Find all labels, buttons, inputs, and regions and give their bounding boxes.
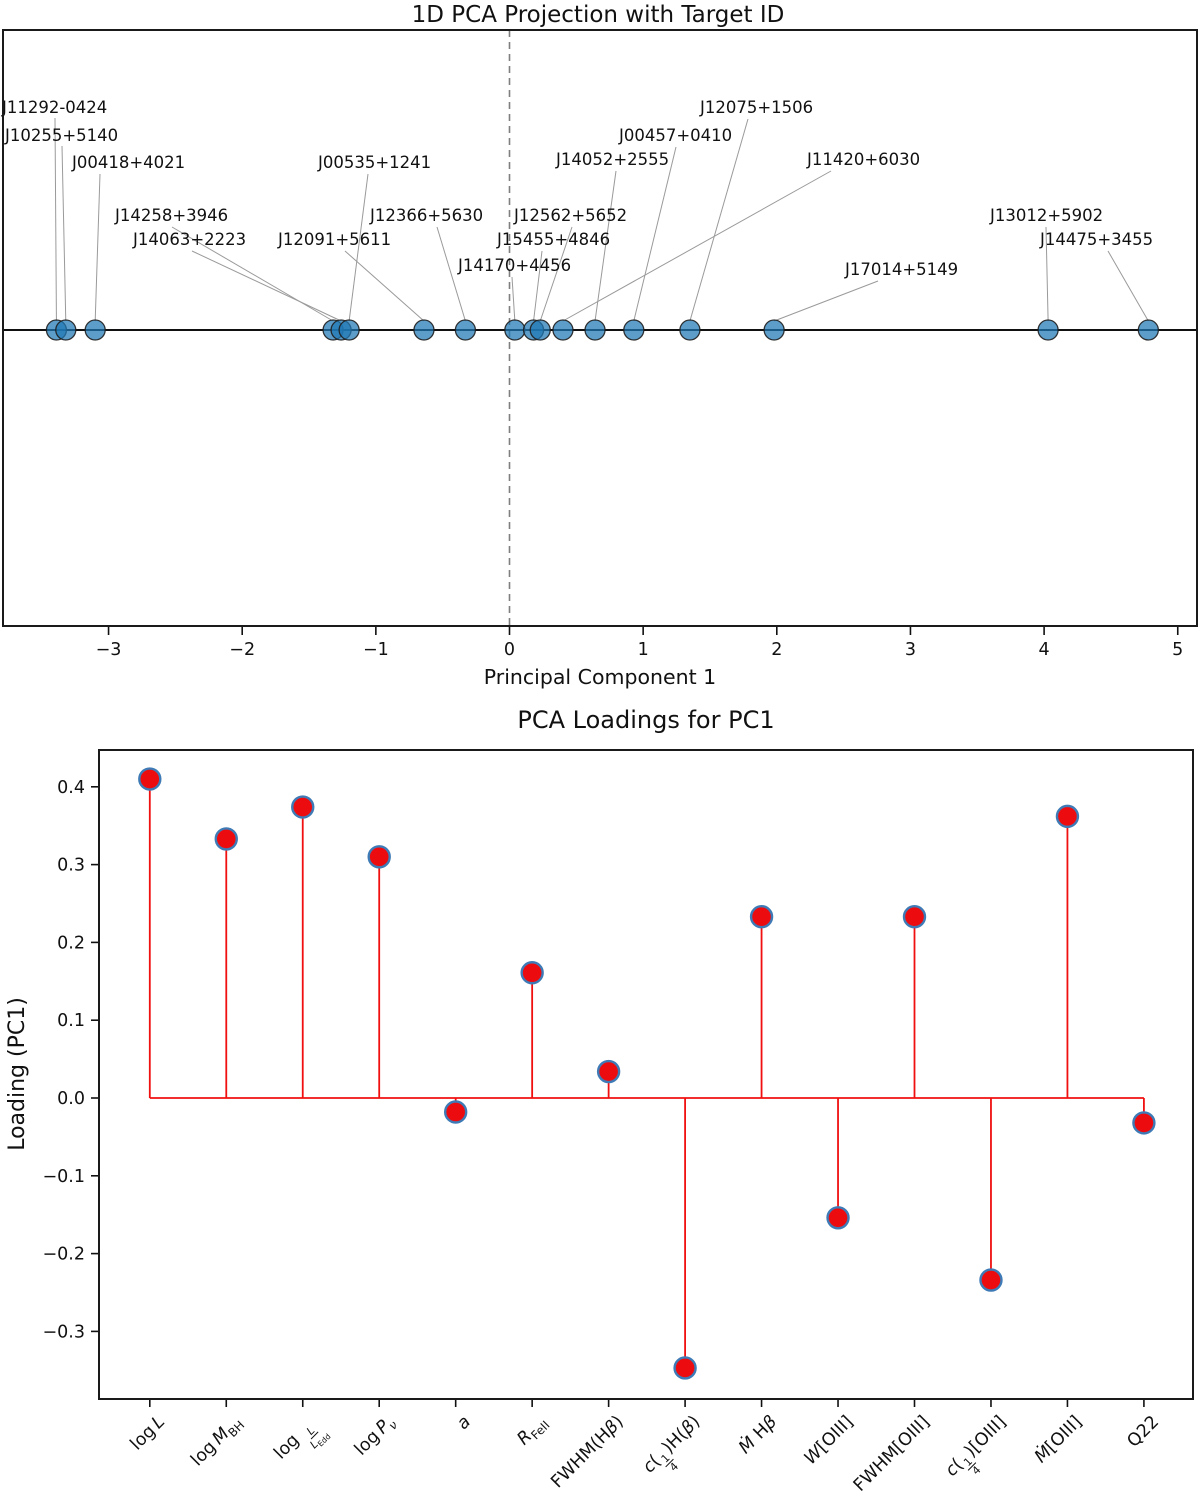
target-id-label: J14475+3455 — [1039, 230, 1153, 249]
target-id-label: J14052+2555 — [555, 150, 669, 169]
stem-marker — [443, 1100, 468, 1124]
x-tick-label: 2 — [771, 640, 782, 660]
target-id-label: J12366+5630 — [369, 206, 483, 225]
y-tick-label: 0.3 — [57, 856, 85, 876]
pca-loadings-chart: PCA Loadings for PC1 Loading (PC1) 0.40.… — [5, 706, 1194, 1407]
leader-line — [511, 276, 516, 322]
x-tick-label: −3 — [96, 640, 122, 660]
y-tick-label: −0.1 — [43, 1167, 86, 1187]
pc1-scatter-point — [504, 319, 526, 341]
stem-marker — [749, 905, 774, 929]
y-tick-label: 0.1 — [57, 1011, 85, 1031]
pc1-scatter-point — [552, 319, 574, 341]
target-id-label: J11420+6030 — [806, 150, 920, 169]
target-id-label: J14258+3946 — [114, 206, 228, 225]
leader-line — [344, 250, 425, 322]
leader-line — [1107, 250, 1149, 322]
target-id-label: J11292-0424 — [1, 98, 107, 117]
stem-marker — [291, 795, 315, 819]
target-id-label: J13012+5902 — [989, 206, 1103, 225]
x-tick-label: 0 — [504, 640, 515, 660]
pc1-scatter-point — [679, 319, 701, 341]
y-tick-label: 0.2 — [57, 933, 85, 953]
pc1-scatter-point — [584, 319, 606, 341]
y-tick-label: −0.2 — [43, 1245, 86, 1265]
stem-marker — [367, 845, 391, 869]
leader-line — [191, 250, 342, 322]
stem-marker — [902, 905, 927, 929]
pc1-scatter-point — [413, 319, 435, 341]
x-tick-label: 1 — [638, 640, 649, 660]
pca-projection-chart: 1D PCA Projection with Target ID J11292-… — [1, 2, 1198, 689]
target-id-label: J00535+1241 — [317, 153, 431, 172]
target-id-label: J17014+5149 — [844, 260, 958, 279]
leader-line — [94, 173, 101, 322]
leader-line — [539, 226, 573, 322]
pc1-scatter-point — [454, 319, 477, 341]
stem-marker — [138, 767, 162, 791]
stem-marker — [214, 827, 238, 851]
pc1-scatter-point — [763, 319, 785, 341]
leader-line — [1045, 226, 1049, 322]
leader-line — [171, 226, 334, 322]
stem-marker — [979, 1268, 1003, 1292]
pc1-scatter-point — [1137, 319, 1159, 341]
top-plot-border — [2, 29, 1198, 627]
stem-marker — [826, 1206, 850, 1230]
target-id-label: J10255+5140 — [4, 126, 118, 145]
leader-line — [436, 226, 466, 322]
y-tick-label: 0.0 — [57, 1089, 85, 1109]
stem-marker — [1055, 804, 1080, 829]
leader-line — [594, 170, 617, 322]
pc1-scatter-point — [84, 319, 106, 341]
top-xaxis-title: Principal Component 1 — [484, 665, 716, 689]
leader-line — [533, 250, 543, 322]
leader-line — [773, 280, 879, 322]
pc1-scatter-point — [338, 319, 360, 341]
x-tick-label: 4 — [1039, 640, 1050, 660]
pca-projection-plot-area: J11292-0424 J10255+5140 J00418+4021 J14258+… — [1, 30, 1197, 660]
stem-marker — [596, 1059, 621, 1084]
target-id-label: J15455+4846 — [496, 230, 610, 249]
pc1-scatter-point — [1037, 319, 1059, 341]
bottom-plot-border — [98, 749, 1194, 1400]
stem-marker — [520, 961, 544, 985]
stem-marker — [673, 1356, 697, 1380]
x-tick-label: −2 — [229, 640, 255, 660]
stem-marker — [1132, 1111, 1156, 1135]
leader-line — [689, 118, 749, 322]
leader-line — [54, 117, 57, 322]
bottom-chart-title: PCA Loadings for PC1 — [517, 706, 774, 734]
x-tick-label: −1 — [363, 640, 389, 660]
leader-line — [562, 170, 832, 322]
target-id-label: J00418+4021 — [71, 153, 185, 172]
target-id-label: J14170+4456 — [457, 256, 571, 275]
y-tick-label: −0.3 — [43, 1322, 86, 1342]
pc1-scatter-point — [623, 319, 645, 341]
pc1-scatter-point — [55, 319, 77, 341]
target-id-label: J12562+5652 — [513, 206, 627, 225]
target-id-label: J12091+5611 — [277, 230, 391, 249]
pc1-scatter-point — [529, 319, 551, 341]
bottom-yaxis-title: Loading (PC1) — [5, 997, 30, 1151]
y-tick-label: 0.4 — [57, 778, 85, 798]
x-tick-label: 3 — [905, 640, 916, 660]
target-id-label: J14063+2223 — [132, 230, 246, 249]
leader-line — [633, 146, 677, 322]
x-tick-label: 5 — [1172, 640, 1183, 660]
leader-line — [61, 145, 67, 322]
leader-line — [348, 173, 369, 322]
target-id-label: J00457+0410 — [618, 126, 732, 145]
target-id-label: J12075+1506 — [699, 98, 813, 117]
top-chart-title: 1D PCA Projection with Target ID — [412, 2, 785, 28]
pca-loadings-plot-area: 0.4 0.3 0.2 0.1 0.0 −0.1 −0.2 −0.3 — [43, 767, 1156, 1407]
